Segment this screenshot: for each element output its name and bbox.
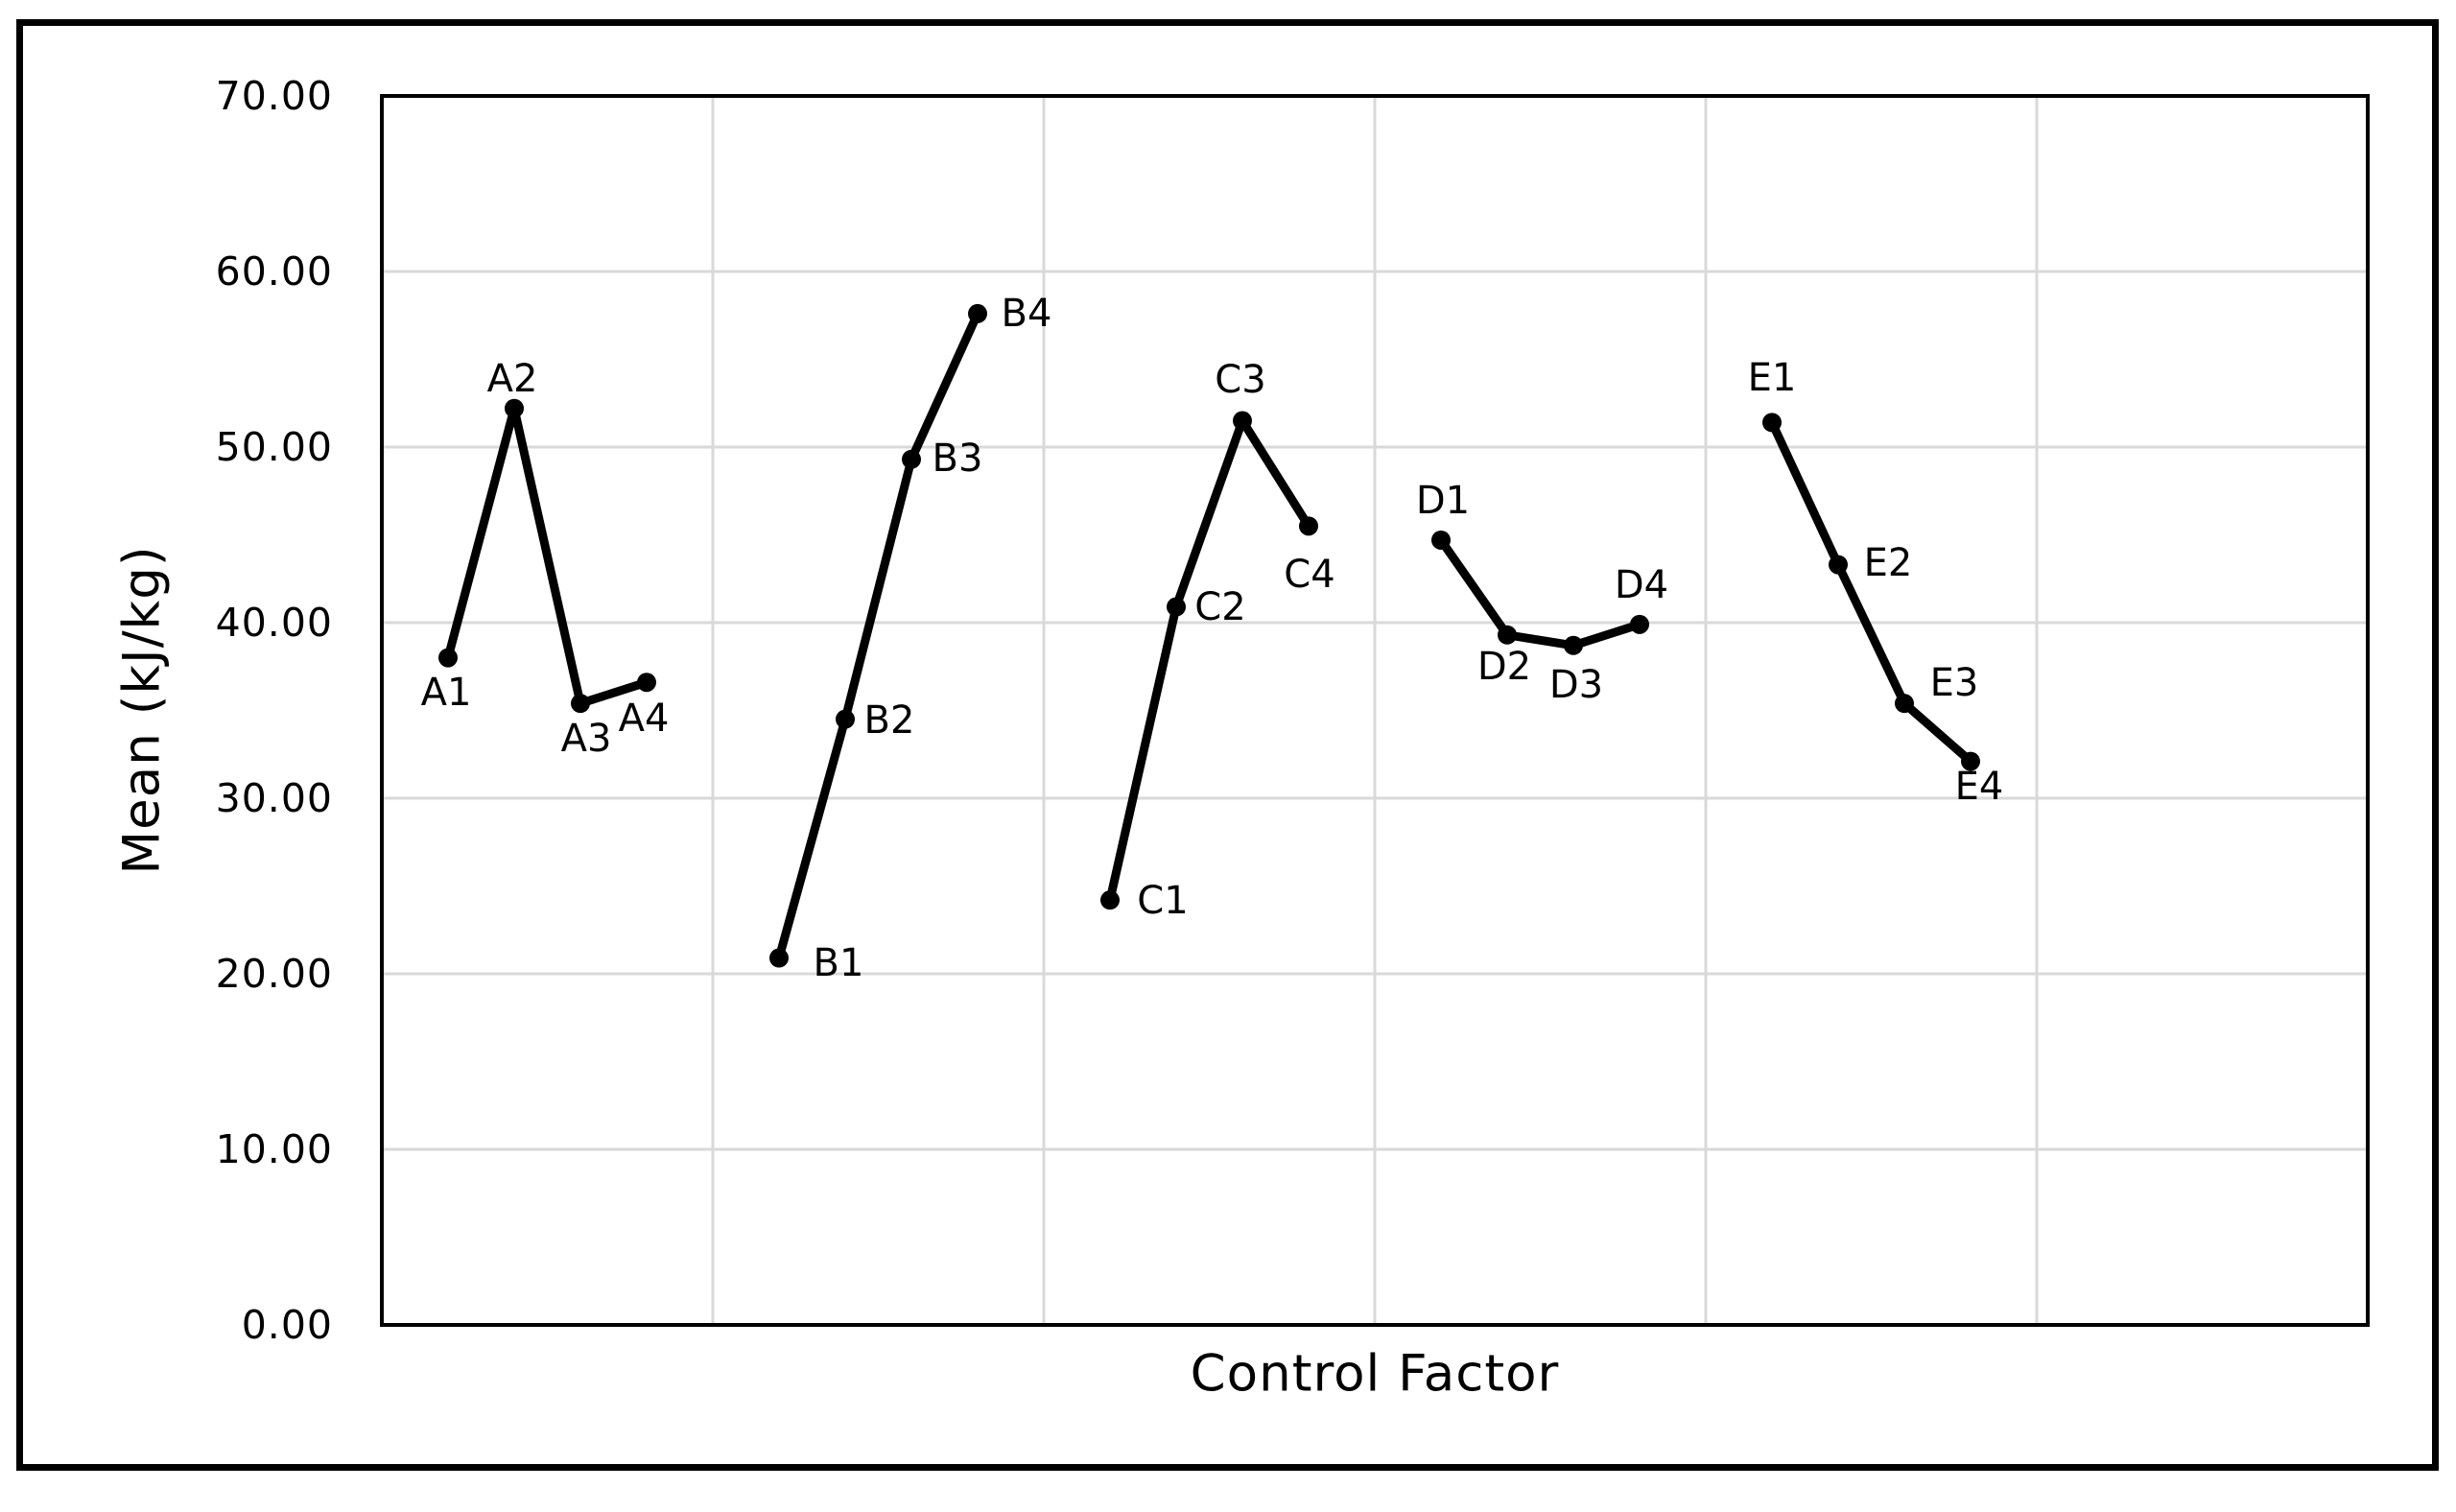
- y-tick-label: 70.00: [215, 73, 333, 119]
- data-point-D2: [1498, 625, 1517, 645]
- data-point-C3: [1233, 411, 1252, 431]
- data-point-E1: [1762, 413, 1782, 433]
- point-label-D1: D1: [1415, 478, 1471, 523]
- y-tick-label: 0.00: [241, 1302, 333, 1348]
- data-point-B2: [836, 709, 855, 729]
- y-tick-label: 30.00: [215, 775, 333, 821]
- point-label-E2: E2: [1863, 540, 1913, 585]
- point-label-E1: E1: [1747, 356, 1797, 401]
- point-label-C4: C4: [1284, 553, 1335, 598]
- point-label-C3: C3: [1215, 357, 1266, 402]
- point-label-C1: C1: [1137, 879, 1189, 924]
- data-point-B4: [968, 303, 987, 323]
- data-point-E3: [1895, 694, 1914, 714]
- outer-border: [16, 19, 2439, 1471]
- series-line-C: [1105, 416, 1313, 905]
- data-point-B3: [902, 449, 921, 469]
- data-point-C2: [1167, 597, 1186, 617]
- data-point-A1: [438, 648, 458, 668]
- data-point-E2: [1829, 555, 1848, 575]
- point-label-D2: D2: [1476, 644, 1532, 689]
- point-label-B4: B4: [1001, 291, 1052, 336]
- data-point-D3: [1564, 635, 1583, 655]
- series-line-E: [1767, 417, 1975, 767]
- y-axis-title: Mean (kJ/kg): [112, 545, 172, 875]
- point-label-A2: A2: [486, 356, 538, 401]
- point-label-B1: B1: [813, 940, 864, 985]
- y-tick-label: 60.00: [215, 248, 333, 295]
- data-point-A2: [505, 398, 524, 418]
- point-label-A3: A3: [560, 717, 612, 762]
- point-label-D4: D4: [1614, 562, 1669, 607]
- data-point-A3: [571, 694, 590, 714]
- series-line-D: [1436, 535, 1644, 650]
- plot-area-border: [380, 94, 2370, 1327]
- data-point-B1: [769, 948, 789, 968]
- data-point-D4: [1630, 614, 1649, 634]
- point-label-E4: E4: [1954, 764, 2004, 809]
- point-label-B2: B2: [863, 697, 915, 743]
- y-tick-label: 50.00: [215, 424, 333, 470]
- series-line-A: [443, 404, 651, 708]
- data-point-C4: [1299, 516, 1318, 536]
- data-point-C1: [1100, 890, 1120, 910]
- point-label-A1: A1: [420, 670, 472, 715]
- point-label-B3: B3: [932, 436, 983, 481]
- x-axis-title: Control Factor: [1190, 1344, 1560, 1404]
- point-label-E3: E3: [1929, 661, 1979, 706]
- point-label-D3: D3: [1548, 662, 1604, 707]
- y-tick-label: 40.00: [215, 600, 333, 646]
- series-line-B: [774, 309, 982, 963]
- point-label-A4: A4: [618, 697, 670, 742]
- y-tick-label: 10.00: [215, 1126, 333, 1172]
- y-tick-label: 20.00: [215, 951, 333, 997]
- data-point-A4: [637, 673, 656, 693]
- point-label-C2: C2: [1194, 584, 1246, 629]
- data-point-D1: [1431, 530, 1451, 550]
- data-point-E4: [1961, 751, 1980, 771]
